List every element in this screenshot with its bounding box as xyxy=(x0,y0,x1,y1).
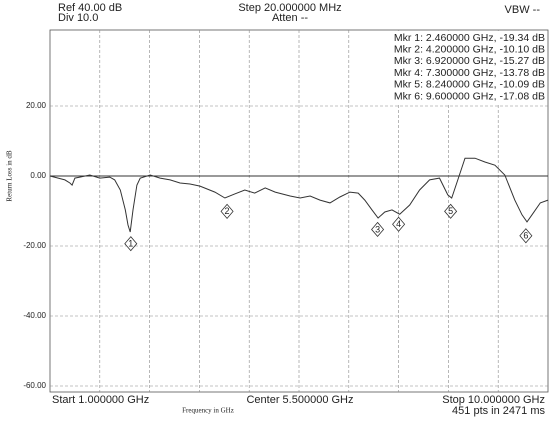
marker-readout: Mkr 1: 2.460000 GHz, -19.34 dB xyxy=(394,32,545,44)
y-tick-label: -20.00 xyxy=(23,241,46,250)
marker-diamond xyxy=(392,216,406,232)
y-tick-label: -60.00 xyxy=(23,381,46,390)
points: 451 pts in 2471 ms xyxy=(452,405,545,417)
marker-readout: Mkr 5: 8.240000 GHz, -10.09 dB xyxy=(394,79,545,91)
marker-readout: Mkr 2: 4.200000 GHz, -10.10 dB xyxy=(394,43,545,55)
marker-number: 3 xyxy=(375,224,380,234)
marker-readout: Mkr 3: 6.920000 GHz, -15.27 dB xyxy=(394,55,545,67)
y-tick-label: 20.00 xyxy=(26,101,47,110)
center-freq: Center 5.500000 GHz xyxy=(246,394,353,406)
y-axis-label: Return Loss in dB xyxy=(6,150,14,201)
marker-number: 2 xyxy=(225,206,230,216)
marker-number: 5 xyxy=(448,206,453,216)
y-tick-label: 0.00 xyxy=(30,171,46,180)
x-axis-label: Frequency in GHz xyxy=(182,407,234,415)
marker-readout: Mkr 4: 7.300000 GHz, -13.78 dB xyxy=(394,67,545,79)
marker-diamond xyxy=(371,221,385,238)
marker-number: 6 xyxy=(523,231,528,241)
atten: Atten -- xyxy=(272,12,308,24)
marker-diamond xyxy=(124,236,138,252)
start-freq: Start 1.000000 GHz xyxy=(52,394,149,406)
marker-diamond xyxy=(519,228,533,244)
vbw: VBW -- xyxy=(505,4,541,16)
marker-diamond xyxy=(220,203,234,219)
trace xyxy=(49,157,549,233)
marker-readout: Mkr 6: 9.600000 GHz, -17.08 dB xyxy=(394,90,545,102)
ref-level: Ref 40.00 dB xyxy=(58,2,122,14)
stop-freq: Stop 10.000000 GHz xyxy=(442,394,545,406)
marker-table-bg xyxy=(368,31,547,103)
step: Step 20.000000 MHz xyxy=(238,2,341,14)
marker-number: 4 xyxy=(396,219,401,229)
marker-diamond xyxy=(444,203,458,219)
marker-number: 1 xyxy=(128,239,133,249)
division: Div 10.0 xyxy=(58,12,98,24)
y-tick-label: -40.00 xyxy=(23,311,46,320)
